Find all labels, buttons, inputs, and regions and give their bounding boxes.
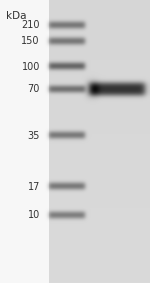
Text: 100: 100 xyxy=(22,61,40,72)
Text: 210: 210 xyxy=(21,20,40,31)
Text: 70: 70 xyxy=(28,84,40,94)
Text: 35: 35 xyxy=(28,131,40,141)
Text: 17: 17 xyxy=(28,182,40,192)
Text: 10: 10 xyxy=(28,210,40,220)
Text: 150: 150 xyxy=(21,36,40,46)
Text: kDa: kDa xyxy=(6,11,26,21)
